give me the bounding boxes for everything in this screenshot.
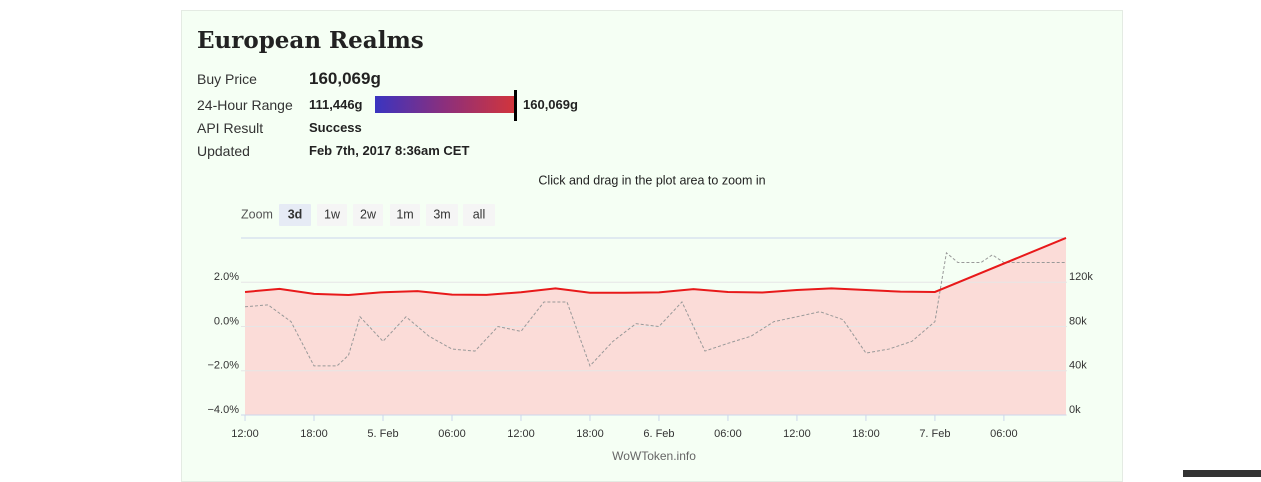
zoom-button[interactable] [426, 204, 458, 226]
range-max: 160,069g [523, 97, 578, 112]
title: European Realms [197, 27, 424, 54]
x-tick-label: 18:00 [300, 428, 328, 440]
zoom-button[interactable] [463, 204, 495, 226]
series-line [244, 251, 1066, 367]
zoom-label: Zoom [241, 207, 273, 221]
x-tick-label: 12:00 [231, 428, 259, 440]
y-tick-label: 0.0% [214, 315, 239, 327]
y-tick-label: −4.0% [208, 404, 240, 416]
buy-price: 160,069g [309, 69, 381, 88]
series-line [244, 236, 1067, 296]
y2-tick-label: 80k [1069, 315, 1087, 327]
api-result: Success [309, 120, 362, 135]
y2-tick-label: 0k [1069, 404, 1081, 416]
label: API Result [197, 120, 264, 136]
zoom-button[interactable] [279, 204, 311, 226]
zoom-button[interactable] [390, 204, 420, 226]
range-min: 111,446g [309, 97, 363, 112]
zoom-button-label[interactable]: 2w [360, 207, 377, 221]
x-tick-label: 18:00 [576, 428, 604, 440]
x-tick-label: 18:00 [852, 428, 880, 440]
range-marker [514, 90, 517, 121]
label: 24-Hour Range [197, 97, 293, 113]
x-tick-label: 7. Feb [919, 428, 950, 440]
x-tick-label: 06:00 [438, 428, 466, 440]
label: Updated [197, 143, 250, 159]
x-tick-label: 12:00 [507, 428, 535, 440]
y2-tick-label: 120k [1069, 271, 1093, 283]
zoom-button[interactable] [317, 204, 347, 226]
y2-tick-label: 40k [1069, 360, 1087, 372]
zoom-button[interactable] [353, 204, 383, 226]
zoom-button-label[interactable]: 3d [288, 207, 303, 221]
x-tick-label: 5. Feb [367, 428, 398, 440]
y-tick-label: 2.0% [214, 271, 239, 283]
x-tick-label: 6. Feb [643, 428, 674, 440]
credit: WoWToken.info [612, 449, 696, 463]
chart-subtitle: Click and drag in the plot area to zoom … [538, 173, 765, 187]
zoom-button-label[interactable]: 1w [324, 207, 341, 221]
y-tick-label: −2.0% [208, 360, 240, 372]
range-bar [375, 96, 515, 113]
widget-edge [1183, 470, 1261, 477]
updated: Feb 7th, 2017 8:36am CET [309, 143, 470, 158]
zoom-button-label[interactable]: all [473, 207, 486, 221]
zoom-button-label[interactable]: 3m [433, 207, 450, 221]
x-tick-label: 06:00 [990, 428, 1018, 440]
label: Buy Price [197, 71, 257, 87]
x-tick-label: 06:00 [714, 428, 742, 440]
zoom-button-label[interactable]: 1m [396, 207, 413, 221]
x-tick-label: 12:00 [783, 428, 811, 440]
